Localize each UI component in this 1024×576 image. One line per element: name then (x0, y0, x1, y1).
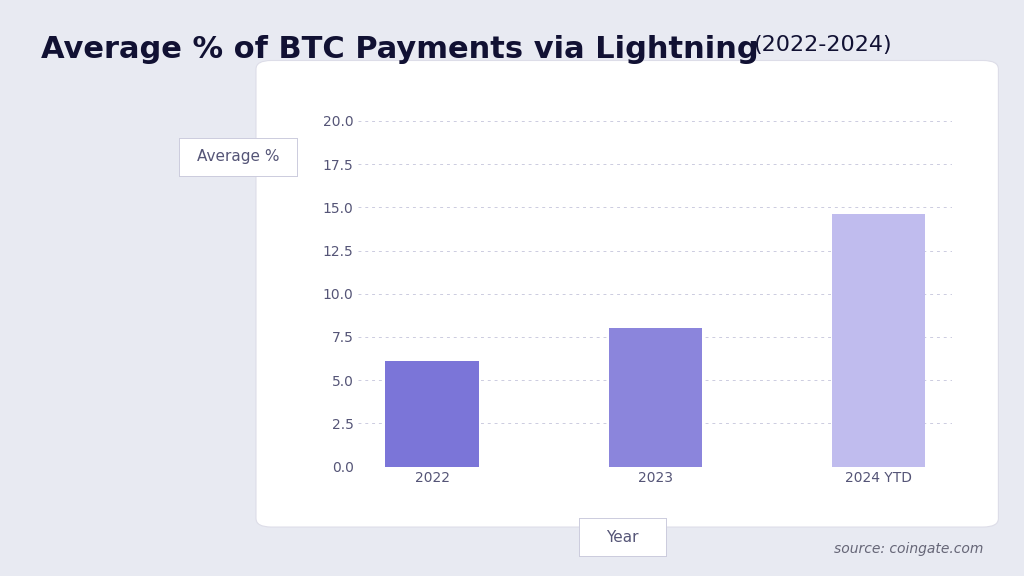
Text: source: coingate.com: source: coingate.com (834, 542, 983, 556)
Text: (2022-2024): (2022-2024) (753, 35, 891, 55)
Bar (831, 214, 926, 467)
Text: Average %: Average % (197, 149, 280, 165)
Text: Average % of BTC Payments via Lightning: Average % of BTC Payments via Lightning (41, 35, 759, 63)
Bar (385, 361, 479, 467)
Bar (608, 328, 702, 467)
Text: Year: Year (606, 529, 638, 545)
